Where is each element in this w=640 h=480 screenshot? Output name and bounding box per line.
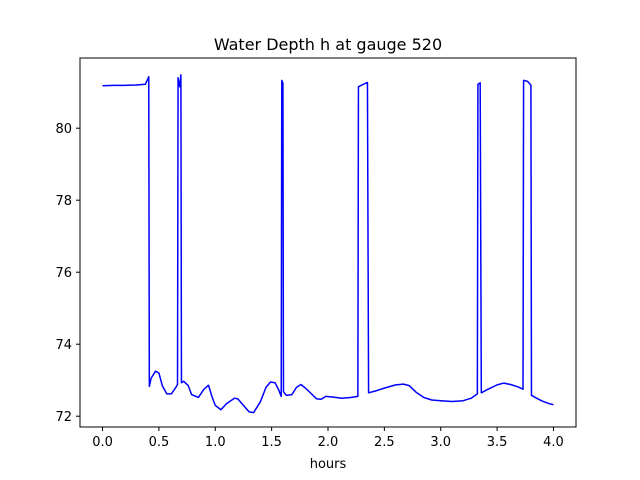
x-axis-ticks: 0.0 0.5 1.0 1.5 2.0 2.5 3.0 3.5 4.0	[92, 427, 564, 450]
x-tick-label: 1.5	[261, 435, 282, 450]
y-tick-label: 76	[55, 266, 72, 281]
plot-line-layer	[102, 74, 554, 414]
x-tick-label: 4.0	[543, 435, 564, 450]
x-tick-label: 0.0	[92, 435, 113, 450]
x-tick-label: 3.5	[487, 435, 508, 450]
x-tick-label: 3.0	[430, 435, 451, 450]
x-tick-label: 2.5	[374, 435, 395, 450]
x-tick-label: 0.5	[149, 435, 170, 450]
y-tick-label: 74	[55, 338, 72, 353]
x-tick-label: 2.0	[318, 435, 339, 450]
y-tick-label: 72	[55, 410, 72, 425]
y-tick-label: 78	[55, 194, 72, 209]
y-tick-label: 80	[55, 122, 72, 137]
x-tick-label: 1.0	[205, 435, 226, 450]
x-axis-label: hours	[310, 457, 347, 472]
y-axis-ticks: 72 74 76 78 80	[55, 122, 80, 425]
chart-title: Water Depth h at gauge 520	[214, 35, 442, 54]
series-line-0	[102, 74, 554, 414]
